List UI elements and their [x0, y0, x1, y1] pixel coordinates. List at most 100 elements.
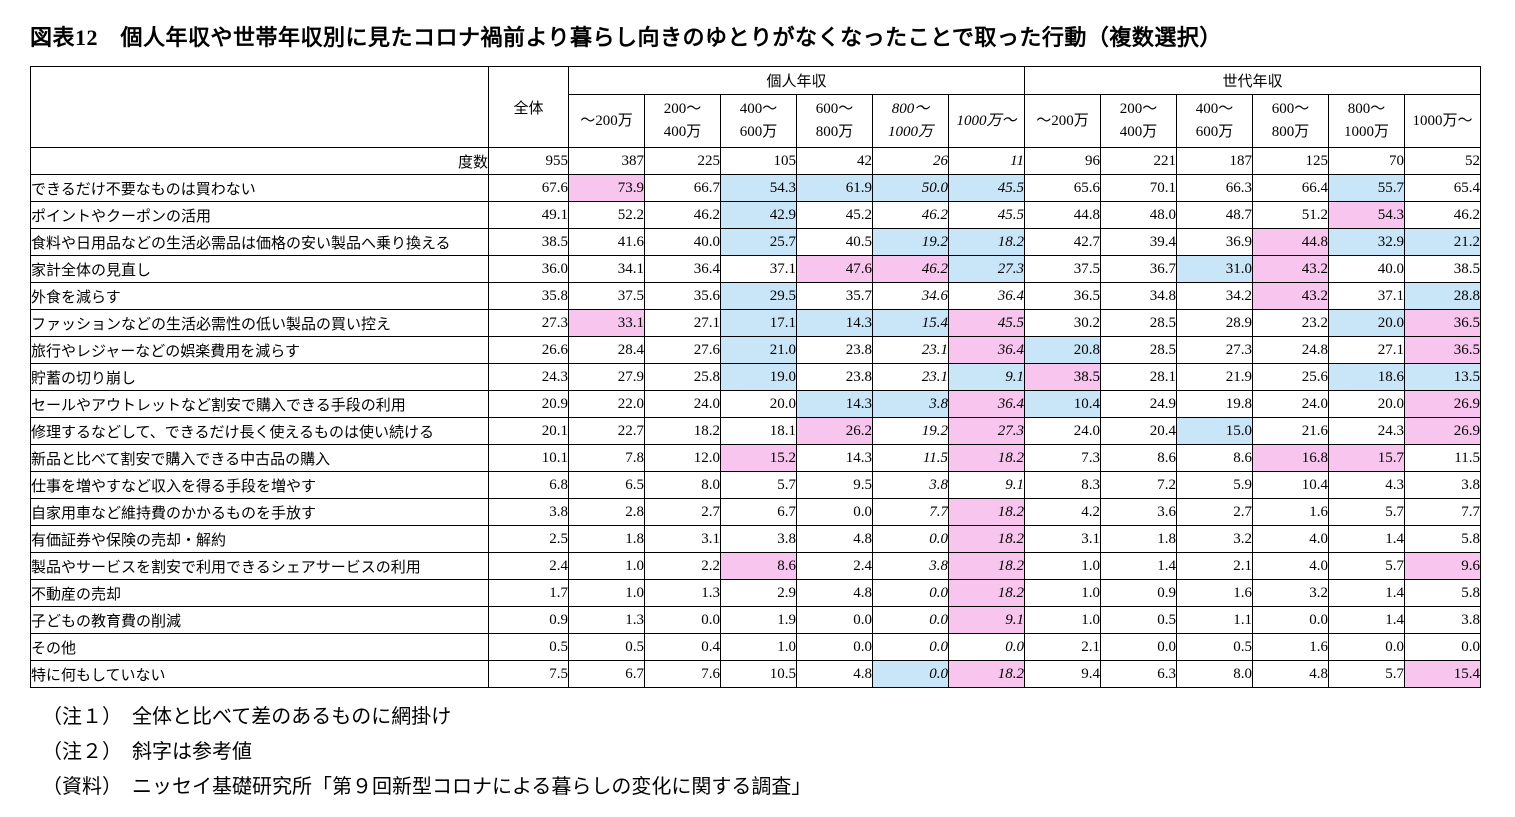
frequency-label: 度数	[30, 147, 489, 175]
value-cell: 14.3	[796, 309, 873, 337]
frequency-cell: 26	[872, 147, 949, 175]
value-cell: 29.5	[720, 282, 797, 310]
overall-value-cell: 24.3	[488, 363, 569, 391]
value-cell: 6.5	[568, 471, 645, 499]
value-cell: 66.7	[644, 174, 721, 202]
value-cell: 0.0	[872, 633, 949, 661]
value-cell: 10.4	[1252, 471, 1329, 499]
value-cell: 0.5	[568, 633, 645, 661]
value-cell: 43.2	[1252, 255, 1329, 283]
value-cell: 8.6	[720, 552, 797, 580]
value-cell: 34.2	[1176, 282, 1253, 310]
value-cell: 6.7	[568, 660, 645, 688]
value-cell: 24.0	[644, 390, 721, 418]
value-cell: 24.3	[1328, 417, 1405, 445]
value-cell: 5.9	[1176, 471, 1253, 499]
value-cell: 25.6	[1252, 363, 1329, 391]
frequency-cell: 187	[1176, 147, 1253, 175]
table-header-row-columns: ～200万 200～ 400万 400～ 600万 600～ 800万 800～ 1000万 10…	[31, 94, 1481, 148]
overall-value-cell: 26.6	[488, 336, 569, 364]
value-cell: 7.8	[568, 444, 645, 472]
overall-value-cell: 38.5	[488, 228, 569, 256]
frequency-cell: 11	[948, 147, 1025, 175]
value-cell: 36.4	[948, 390, 1025, 418]
note-italic: （注２） 斜字は参考値	[42, 741, 252, 763]
value-cell: 36.5	[1024, 282, 1101, 310]
value-cell: 42.9	[720, 201, 797, 229]
value-cell: 44.8	[1252, 228, 1329, 256]
table-row: ポイントやクーポンの活用 49.1 52.2 46.2 42.9 45.2 46.2 45.5…	[30, 201, 1481, 229]
value-cell: 3.2	[1252, 579, 1329, 607]
value-cell: 31.0	[1176, 255, 1253, 283]
value-cell: 4.0	[1252, 525, 1329, 553]
value-cell: 46.2	[872, 255, 949, 283]
value-cell: 9.1	[948, 606, 1025, 634]
value-cell: 15.4	[872, 309, 949, 337]
value-cell: 19.0	[720, 363, 797, 391]
value-cell: 0.4	[644, 633, 721, 661]
value-cell: 66.3	[1176, 174, 1253, 202]
column-header-household-3: 600～ 800万	[1252, 94, 1329, 148]
value-cell: 27.3	[948, 417, 1025, 445]
value-cell: 1.8	[1100, 525, 1177, 553]
overall-value-cell: 2.4	[488, 552, 569, 580]
overall-column-header: 全体	[488, 66, 569, 148]
corner-cell	[30, 66, 489, 148]
overall-value-cell: 6.8	[488, 471, 569, 499]
value-cell: 46.2	[872, 201, 949, 229]
value-cell: 2.7	[644, 498, 721, 526]
value-cell: 48.7	[1176, 201, 1253, 229]
value-cell: 2.7	[1176, 498, 1253, 526]
value-cell: 27.6	[644, 336, 721, 364]
row-label: 不動産の売却	[30, 579, 489, 607]
value-cell: 18.2	[644, 417, 721, 445]
frequency-cell: 221	[1100, 147, 1177, 175]
value-cell: 0.9	[1100, 579, 1177, 607]
value-cell: 0.0	[872, 579, 949, 607]
row-label: その他	[30, 633, 489, 661]
frequency-cell: 125	[1252, 147, 1329, 175]
value-cell: 37.1	[720, 255, 797, 283]
value-cell: 18.2	[948, 444, 1025, 472]
value-cell: 0.0	[872, 525, 949, 553]
value-cell: 34.6	[872, 282, 949, 310]
value-cell: 37.5	[568, 282, 645, 310]
overall-value-cell: 1.7	[488, 579, 569, 607]
column-header-personal-2: 400～ 600万	[720, 94, 797, 148]
value-cell: 8.3	[1024, 471, 1101, 499]
table-row: 子どもの教育費の削減 0.9 1.3 0.0 1.9 0.0 0.0 9.1 1.0 0.5 1.1…	[30, 606, 1481, 634]
value-cell: 18.2	[948, 579, 1025, 607]
row-label: 仕事を増やすなど収入を得る手段を増やす	[30, 471, 489, 499]
value-cell: 35.7	[796, 282, 873, 310]
row-label: セールやアウトレットなど割安で購入できる手段の利用	[30, 390, 489, 418]
value-cell: 65.6	[1024, 174, 1101, 202]
value-cell: 24.0	[1024, 417, 1101, 445]
value-cell: 20.0	[1328, 309, 1405, 337]
column-header-personal-0: ～200万	[568, 94, 645, 148]
row-label: 特に何もしていない	[30, 660, 489, 688]
row-label: 家計全体の見直し	[30, 255, 489, 283]
value-cell: 4.8	[796, 525, 873, 553]
table-row: できるだけ不要なものは買わない 67.6 73.9 66.7 54.3 61.9 50.0 4…	[30, 174, 1481, 202]
value-cell: 5.7	[1328, 498, 1405, 526]
value-cell: 21.0	[720, 336, 797, 364]
value-cell: 27.3	[1176, 336, 1253, 364]
value-cell: 1.0	[568, 579, 645, 607]
value-cell: 15.0	[1176, 417, 1253, 445]
table-row: 貯蓄の切り崩し 24.3 27.9 25.8 19.0 23.8 23.1 9.1 38.5 28…	[30, 363, 1481, 391]
overall-value-cell: 49.1	[488, 201, 569, 229]
value-cell: 33.1	[568, 309, 645, 337]
value-cell: 2.2	[644, 552, 721, 580]
value-cell: 8.6	[1176, 444, 1253, 472]
value-cell: 40.5	[796, 228, 873, 256]
value-cell: 14.3	[796, 444, 873, 472]
value-cell: 44.8	[1024, 201, 1101, 229]
value-cell: 26.9	[1404, 390, 1481, 418]
table-row: 有価証券や保険の売却・解約 2.5 1.8 3.1 3.8 4.8 0.0 18.2 3.1 1.…	[30, 525, 1481, 553]
value-cell: 19.8	[1176, 390, 1253, 418]
row-label: 自家用車など維持費のかかるものを手放す	[30, 498, 489, 526]
frequency-cell: 52	[1404, 147, 1481, 175]
value-cell: 2.1	[1176, 552, 1253, 580]
value-cell: 6.3	[1100, 660, 1177, 688]
